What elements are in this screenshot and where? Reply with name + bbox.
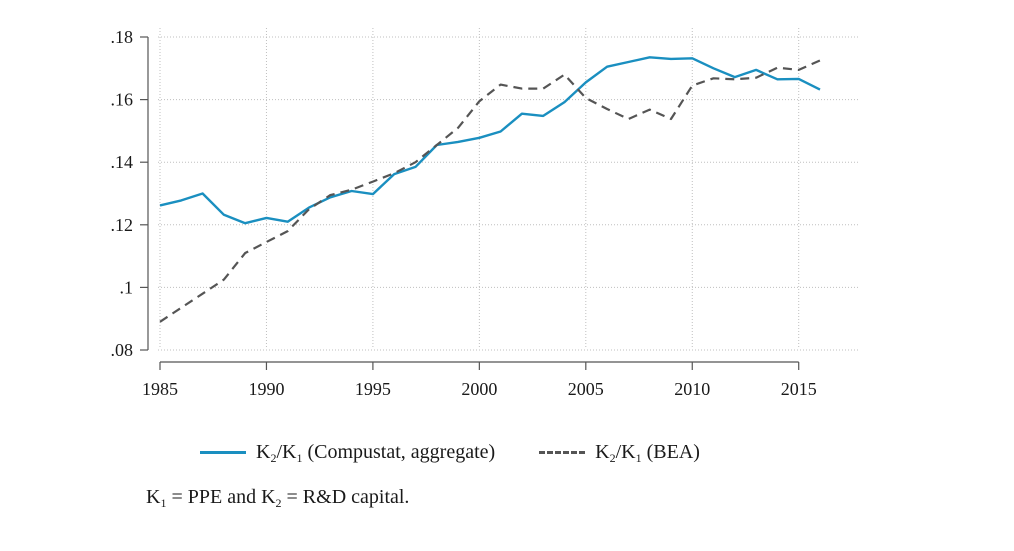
y-tick-label: .1 — [120, 277, 134, 297]
y-tick-label: .14 — [111, 152, 134, 172]
gridlines — [158, 28, 860, 351]
series-line-compustat — [159, 56, 821, 225]
legend-label-compustat: K2/K1 (Compustat, aggregate) — [256, 440, 496, 465]
legend-item-bea: K2/K1 (BEA) — [539, 441, 700, 464]
legend-label-bea: K2/K1 (BEA) — [595, 440, 700, 465]
x-tick-label: 1990 — [248, 379, 284, 399]
x-tick-label: 2005 — [568, 379, 604, 399]
series-lines — [159, 56, 821, 323]
legend: K2/K1 (Compustat, aggregate) K2/K1 (BEA) — [200, 436, 820, 468]
legend-swatch-dashed — [539, 450, 586, 454]
x-tick-label: 1995 — [355, 379, 391, 399]
y-tick-label: .12 — [111, 215, 134, 235]
legend-swatch-solid — [200, 450, 246, 454]
legend-item-compustat: K2/K1 (Compustat, aggregate) — [200, 441, 495, 464]
chart-note: K1 = PPE and K2 = R&D capital. — [146, 486, 410, 510]
y-tick-label: .16 — [111, 90, 134, 110]
series-line-bea — [159, 59, 821, 323]
y-tick-label: .18 — [111, 27, 134, 47]
tick-labels: .08 .1 .12 .14 .16 .18 1985 1990 1995 2000 2005 201… — [111, 27, 817, 399]
x-tick-label: 2010 — [674, 379, 710, 399]
x-tick-label: 1985 — [142, 379, 178, 399]
x-tick-label: 2015 — [781, 379, 817, 399]
x-tick-label: 2000 — [461, 379, 497, 399]
line-chart: .08 .1 .12 .14 .16 .18 1985 1990 1995 2000 2005 201… — [111, 27, 860, 399]
axes — [140, 36, 800, 370]
y-tick-label: .08 — [111, 340, 134, 360]
